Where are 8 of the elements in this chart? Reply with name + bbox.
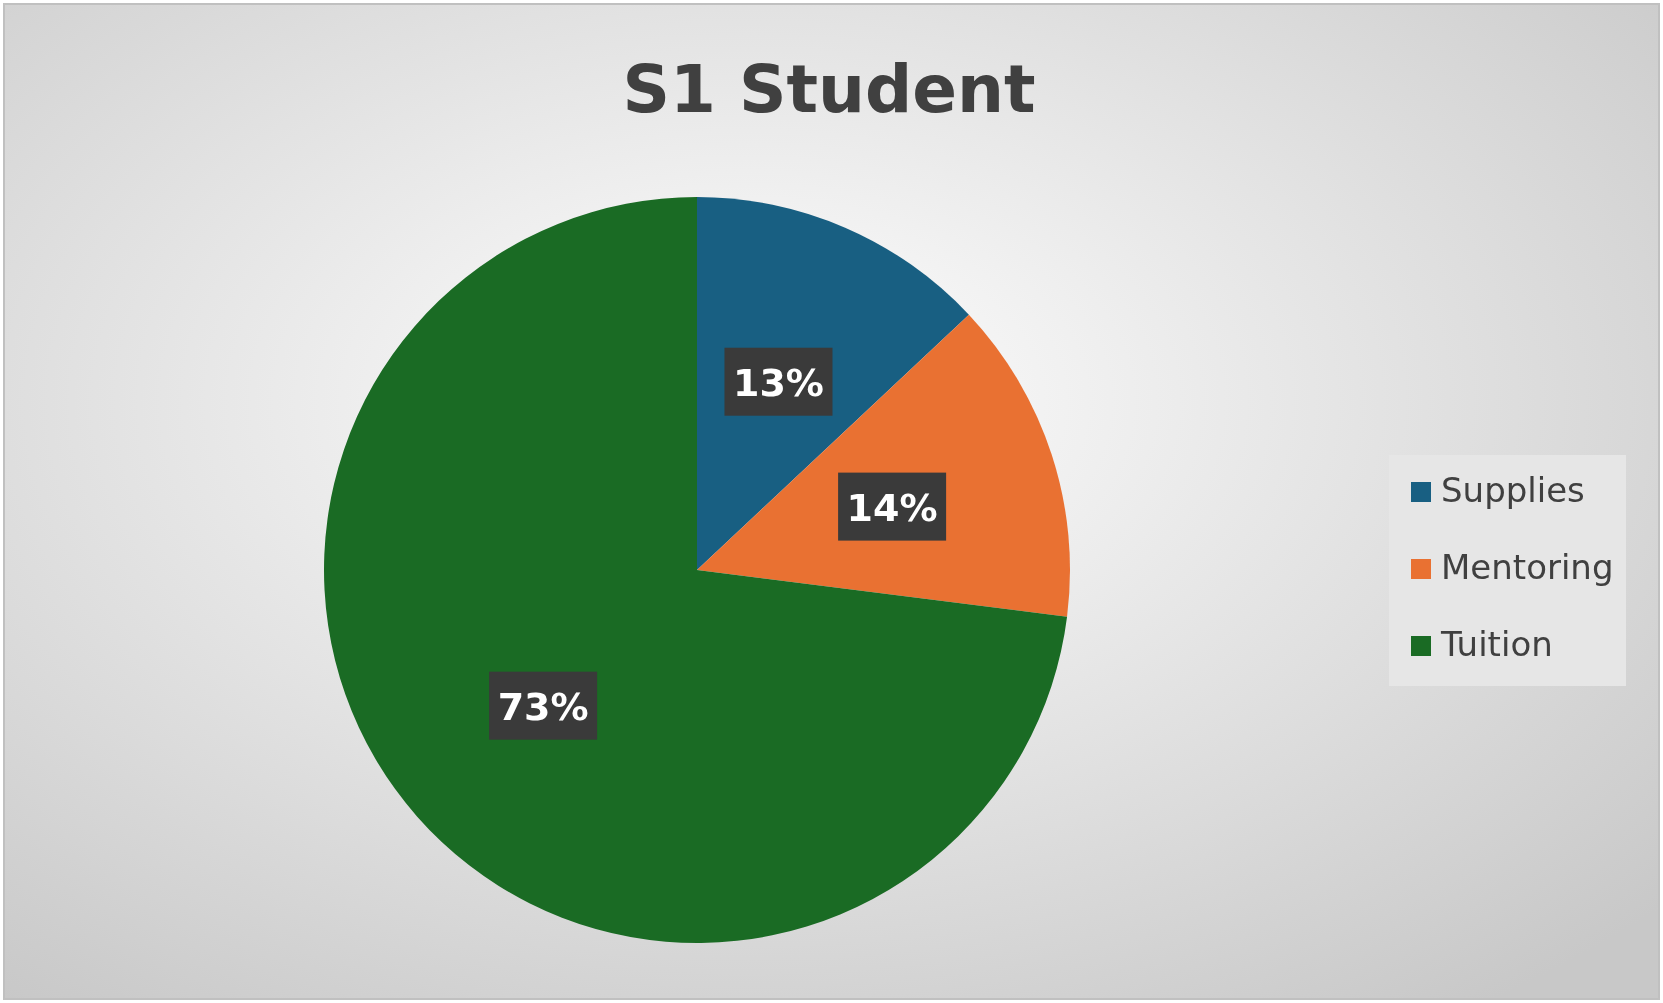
legend-label: Tuition: [1440, 624, 1553, 664]
pie-slice: [324, 197, 1068, 943]
chart-title: S1 Student: [622, 51, 1036, 128]
data-label: 14%: [846, 485, 938, 530]
data-label: 73%: [497, 684, 589, 729]
legend-label: Supplies: [1441, 470, 1585, 510]
data-label: 13%: [732, 360, 824, 405]
legend-label: Mentoring: [1441, 547, 1614, 587]
